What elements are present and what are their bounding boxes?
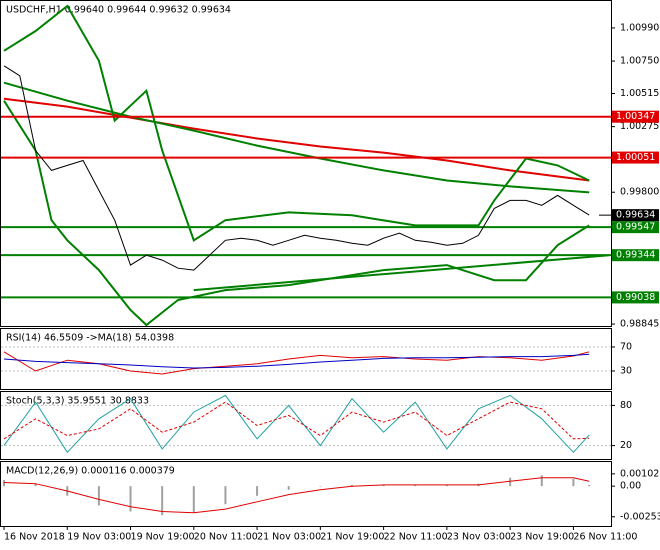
y-tick-label: 20 bbox=[620, 440, 632, 451]
histogram-bar bbox=[382, 484, 385, 487]
histogram-bar bbox=[572, 478, 575, 487]
histogram-bar bbox=[161, 486, 164, 516]
rsi-panel bbox=[0, 328, 612, 390]
histogram-bar bbox=[192, 486, 195, 513]
histogram-bar bbox=[256, 486, 259, 496]
histogram-bar bbox=[445, 484, 448, 487]
level-tag bbox=[612, 151, 659, 164]
y-tick-label: 0.99800 bbox=[620, 187, 659, 198]
y-tick-label: 30 bbox=[620, 366, 632, 377]
histogram-bar bbox=[224, 486, 227, 505]
x-tick-label: 23 Nov 19:00 bbox=[510, 532, 574, 543]
x-tick-label: 16 Nov 2018 bbox=[4, 532, 65, 543]
indicator-line bbox=[3, 394, 590, 454]
histogram-bar bbox=[588, 484, 591, 487]
histogram-bar bbox=[97, 486, 100, 506]
histogram-bar bbox=[319, 486, 322, 487]
x-tick-label: 19 Nov 03:00 bbox=[67, 532, 131, 543]
histogram-bar bbox=[129, 486, 132, 512]
y-tick-label: 1.00990 bbox=[620, 22, 659, 33]
panel-title: RSI(14) 46.5509 ->MA(18) 54.0398 bbox=[6, 333, 174, 344]
last-price-tag bbox=[612, 209, 659, 222]
x-tick-label: 20 Nov 11:00 bbox=[194, 532, 258, 543]
price-panel bbox=[0, 0, 612, 327]
y-tick-label: 1.00275 bbox=[620, 121, 659, 132]
level-tag bbox=[612, 249, 659, 262]
histogram-bar bbox=[540, 475, 543, 487]
indicator-line bbox=[3, 401, 590, 440]
histogram-bar bbox=[287, 486, 290, 490]
y-tick-label: -0.002535 bbox=[620, 511, 660, 522]
indicator-line bbox=[3, 477, 590, 514]
stoch-panel bbox=[0, 391, 612, 460]
y-tick-label: 80 bbox=[620, 400, 632, 411]
histogram-bar bbox=[34, 483, 37, 487]
y-tick-label: 1.00750 bbox=[620, 56, 659, 67]
x-tick-label: 23 Nov 03:00 bbox=[447, 532, 511, 543]
indicator-line bbox=[3, 4, 590, 242]
level-tag bbox=[612, 110, 659, 123]
level-tag bbox=[612, 221, 659, 234]
x-tick-label: 22 Nov 11:00 bbox=[384, 532, 448, 543]
y-tick-label: 70 bbox=[620, 342, 632, 353]
panel-title: Stoch(5,3,3) 35.9551 30.8833 bbox=[6, 396, 149, 407]
x-tick-label: 26 Nov 11:00 bbox=[573, 532, 637, 543]
level-label: 1.00051 bbox=[616, 152, 655, 163]
indicator-line bbox=[3, 351, 590, 375]
price-line bbox=[3, 65, 590, 271]
x-tick-label: 21 Nov 03:00 bbox=[257, 532, 321, 543]
panel-title: USDCHF,H1 0.99640 0.99644 0.99632 0.9963… bbox=[6, 5, 231, 16]
x-tick-label: 21 Nov 19:00 bbox=[320, 532, 384, 543]
y-tick-label: 1.00515 bbox=[620, 88, 659, 99]
indicator-line bbox=[3, 353, 590, 369]
x-tick-label: 19 Nov 19:00 bbox=[131, 532, 195, 543]
indicator-line bbox=[3, 97, 590, 182]
indicator-line bbox=[3, 100, 590, 327]
y-tick-label: 0.00 bbox=[620, 481, 641, 492]
level-label: 1.00347 bbox=[616, 111, 655, 122]
level-tag bbox=[612, 291, 659, 304]
level-label: 0.99344 bbox=[616, 250, 655, 261]
histogram-bar bbox=[414, 484, 417, 487]
last-price-label: 0.99634 bbox=[616, 210, 655, 221]
histogram-bar bbox=[350, 484, 353, 487]
level-label: 0.99547 bbox=[616, 222, 655, 233]
histogram-bar bbox=[3, 480, 5, 487]
panel-title: MACD(12,26,9) 0.000116 0.000379 bbox=[6, 466, 175, 477]
y-tick-label: 0.98845 bbox=[620, 319, 659, 330]
macd-panel bbox=[0, 461, 612, 527]
indicator-line bbox=[193, 254, 610, 292]
level-label: 0.99038 bbox=[616, 292, 655, 303]
indicator-line bbox=[3, 81, 590, 194]
histogram-bar bbox=[509, 477, 512, 487]
y-tick-label: 0.00102 bbox=[620, 468, 659, 479]
